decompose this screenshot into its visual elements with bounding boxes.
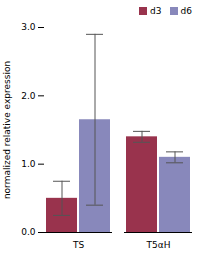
svg-text:normalized relative expression: normalized relative expression — [2, 61, 12, 199]
svg-text:T5αH: T5αH — [146, 240, 171, 250]
svg-text:1.0: 1.0 — [21, 159, 36, 169]
svg-text:2.0: 2.0 — [21, 91, 36, 101]
svg-text:0.0: 0.0 — [21, 227, 36, 237]
html-text:d6: d6 — [180, 6, 192, 16]
html-text:d3: d3 — [150, 6, 162, 16]
svg-text:TS: TS — [72, 240, 84, 250]
svg-text:3.0: 3.0 — [21, 22, 36, 32]
